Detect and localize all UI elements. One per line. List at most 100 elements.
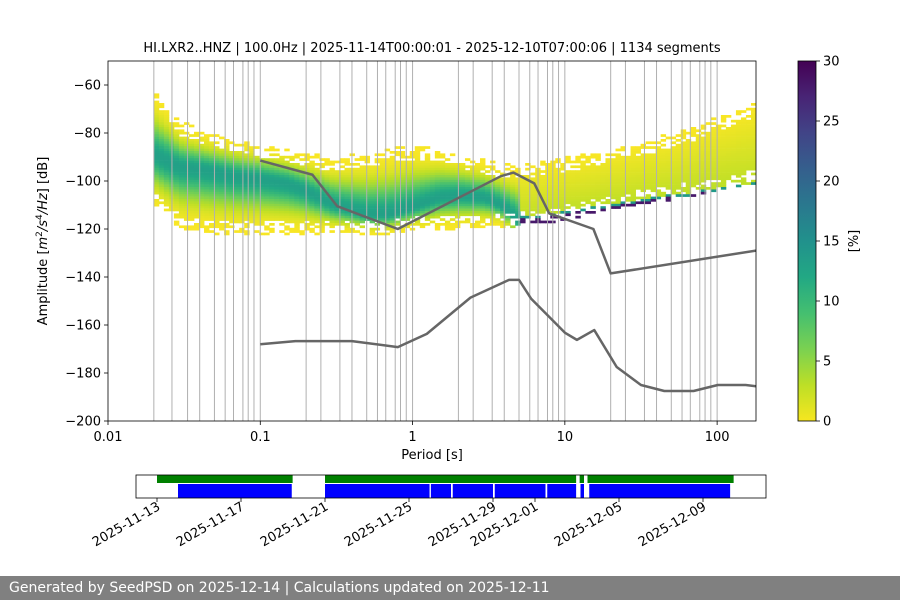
heatmap-cell — [183, 170, 190, 173]
heatmap-cell — [485, 177, 491, 181]
heatmap-cell — [580, 187, 586, 190]
heatmap-cell — [254, 170, 260, 173]
availability-bar-green — [579, 475, 585, 483]
heatmap-cell — [339, 220, 345, 224]
heatmap-cell — [304, 191, 310, 195]
heatmap-cell — [429, 163, 436, 166]
heatmap-cell — [675, 165, 682, 169]
heatmap-cell — [294, 206, 300, 209]
heatmap-cell — [354, 158, 360, 161]
heatmap-cell — [565, 184, 571, 188]
heatmap-cell — [750, 172, 756, 176]
heatmap-cell — [304, 206, 310, 209]
heatmap-cell — [449, 201, 456, 205]
heatmap-cell — [540, 182, 546, 185]
heatmap-cell — [665, 199, 672, 202]
heatmap-cell — [199, 146, 205, 149]
heatmap-cell — [334, 213, 340, 217]
heatmap-cell — [334, 189, 340, 193]
heatmap-cell — [525, 194, 531, 197]
heatmap-cell — [254, 172, 260, 176]
heatmap-cell — [329, 220, 335, 224]
heatmap-cell — [605, 187, 611, 190]
heatmap-cell — [620, 170, 626, 173]
heatmap-cell — [615, 177, 621, 181]
heatmap-cell — [324, 170, 330, 173]
heatmap-cell — [249, 148, 255, 152]
heatmap-cell — [234, 189, 240, 193]
heatmap-cell — [705, 141, 712, 145]
heatmap-cell — [209, 172, 215, 176]
heatmap-cell — [480, 163, 486, 166]
heatmap-cell — [188, 163, 195, 166]
heatmap-cell — [364, 167, 371, 171]
heatmap-cell — [675, 194, 682, 197]
heatmap-cell — [259, 165, 265, 169]
heatmap-cell — [229, 218, 235, 221]
period-gridlines — [153, 61, 718, 421]
heatmap-cell — [344, 158, 350, 161]
heatmap-cell — [204, 175, 210, 178]
heatmap-cell — [299, 203, 305, 207]
heatmap-cell — [384, 196, 391, 200]
heatmap-cell — [419, 203, 426, 207]
heatmap-cell — [434, 177, 441, 181]
heatmap-cell — [660, 179, 667, 183]
heatmap-cell — [525, 199, 531, 202]
heatmap-cell — [178, 124, 185, 128]
heatmap-cell — [294, 179, 300, 183]
heatmap-cell — [675, 187, 682, 190]
heatmap-cell — [725, 160, 732, 164]
heatmap-cell — [570, 191, 576, 195]
heatmap-cell — [580, 177, 586, 181]
heatmap-cell — [404, 206, 411, 209]
heatmap-cell — [675, 153, 682, 157]
heatmap-cell — [178, 131, 185, 135]
heatmap-cell — [480, 160, 486, 164]
heatmap-cell — [495, 179, 501, 183]
heatmap-cell — [364, 165, 371, 169]
heatmap-cell — [279, 158, 285, 161]
heatmap-cell — [419, 165, 426, 169]
availability-bar-blue — [325, 484, 430, 498]
heatmap-cell — [680, 134, 687, 137]
heatmap-cell — [414, 170, 421, 173]
heatmap-cell — [570, 201, 576, 205]
x-axis-label: Period [s] — [401, 448, 463, 463]
heatmap-cell — [449, 187, 456, 190]
heatmap-cell — [153, 151, 160, 154]
heatmap-cell — [740, 155, 747, 159]
heatmap-cell — [630, 189, 636, 193]
heatmap-cell — [274, 160, 280, 164]
heatmap-cell — [459, 170, 466, 173]
heatmap-cell — [540, 179, 546, 183]
heatmap-cell — [510, 196, 516, 200]
heatmap-cell — [444, 203, 451, 207]
heatmap-cell — [173, 170, 180, 173]
heatmap-cell — [530, 220, 536, 224]
heatmap-cell — [439, 153, 446, 157]
heatmap-cell — [379, 215, 386, 219]
heatmap-cell — [705, 175, 712, 178]
reference-curves — [259, 159, 756, 393]
heatmap-cell — [239, 218, 245, 221]
heatmap-cell — [264, 211, 270, 214]
heatmap-cell — [344, 179, 350, 183]
heatmap-cell — [715, 184, 722, 188]
heatmap-cell — [269, 160, 275, 164]
heatmap-cell — [670, 158, 677, 161]
heatmap-cell — [193, 167, 200, 171]
heatmap-cell — [464, 177, 471, 181]
heatmap-cell — [730, 148, 737, 152]
heatmap-cell — [294, 220, 300, 224]
heatmap-cell — [254, 187, 260, 190]
heatmap-cell — [163, 146, 170, 149]
heatmap-cell — [204, 141, 210, 145]
heatmap-cell — [444, 196, 451, 200]
heatmap-cell — [264, 170, 270, 173]
heatmap-cell — [264, 203, 270, 207]
heatmap-cell — [209, 143, 215, 147]
heatmap-cell — [560, 165, 566, 169]
heatmap-cell — [750, 153, 756, 157]
heatmap-cell — [394, 196, 401, 200]
